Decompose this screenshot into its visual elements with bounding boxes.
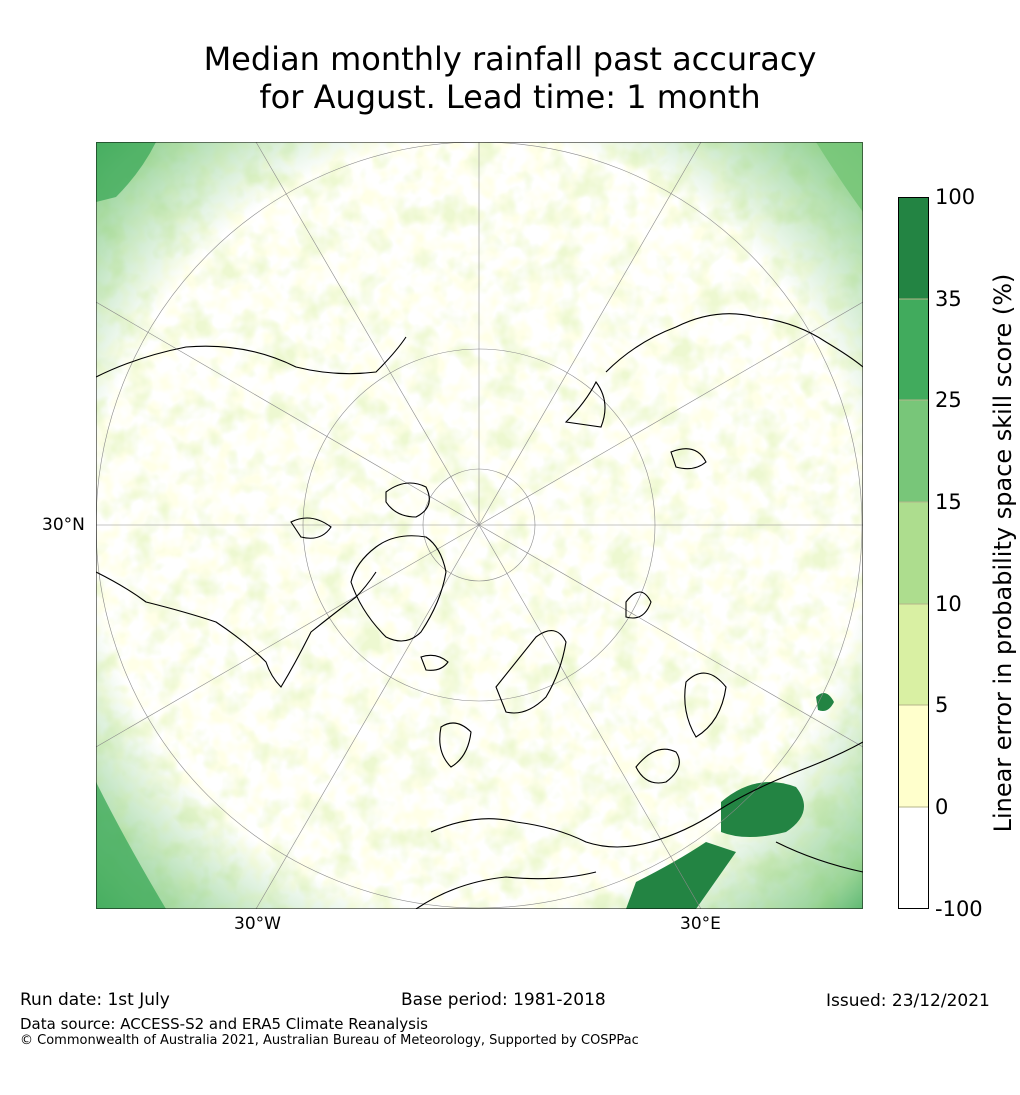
colorbar-tick-15: 15 xyxy=(935,490,962,514)
coastlines xyxy=(96,313,863,909)
gridline-label-30w: 30°W xyxy=(234,914,281,934)
edge-patch-sw xyxy=(96,782,166,909)
map-frame xyxy=(96,142,863,909)
edge-patch-ne xyxy=(816,142,863,212)
issued-date: Issued: 23/12/2021 xyxy=(826,991,990,1011)
colorbar-tick-5: 5 xyxy=(935,693,949,717)
coast-caspian xyxy=(684,672,727,738)
coast-severnaya xyxy=(564,380,606,428)
run-date: Run date: 1st July xyxy=(20,990,170,1010)
colorbar-bin-0-5 xyxy=(898,705,929,807)
high-skill-patch-east xyxy=(721,782,804,837)
colorbar-bin-neg100-0 xyxy=(898,807,929,909)
colorbar-title: Linear error in probability space skill … xyxy=(989,273,1017,833)
coast-europe-med xyxy=(430,741,863,848)
colorbar-frame xyxy=(898,197,929,909)
coast-arctic-islands-1 xyxy=(385,482,430,518)
colorbar-bin-15-25 xyxy=(898,400,929,502)
colorbar-bin-35-100 xyxy=(898,197,929,299)
coast-black-sea xyxy=(635,748,680,784)
coast-middle-east xyxy=(775,841,863,873)
colorbar-bin-25-35 xyxy=(898,299,929,400)
colorbar-dividers xyxy=(898,298,929,808)
edge-patch-nw xyxy=(96,142,156,202)
coast-north-africa xyxy=(415,871,597,909)
gridline-label-30n: 30°N xyxy=(42,515,85,535)
coast-scandinavia xyxy=(495,630,567,714)
coast-iceland xyxy=(420,654,449,671)
colorbar-tick-0: 0 xyxy=(935,795,949,819)
coast-baikal xyxy=(670,448,707,470)
colorbar-bin-5-10 xyxy=(898,604,929,705)
high-skill-patch-south xyxy=(626,842,736,909)
gridline-label-30e: 30°E xyxy=(680,914,721,934)
colorbar-swatches xyxy=(898,197,929,909)
map-canvas xyxy=(96,142,863,909)
coast-greenland xyxy=(350,535,447,642)
coast-east-siberia xyxy=(605,313,863,373)
coast-alaska-siberia xyxy=(96,336,407,378)
colorbar-bin-10-15 xyxy=(898,502,929,604)
colorbar xyxy=(898,197,929,909)
high-skill-patch-small xyxy=(816,693,834,711)
base-period: Base period: 1981-2018 xyxy=(401,990,606,1010)
polar-map xyxy=(96,142,863,909)
title-line-2: for August. Lead time: 1 month xyxy=(259,78,761,116)
data-source: Data source: ACCESS-S2 and ERA5 Climate … xyxy=(20,1015,428,1033)
copyright: © Commonwealth of Australia 2021, Austra… xyxy=(20,1033,639,1048)
coast-arctic-islands-2 xyxy=(290,517,332,539)
coast-white-sea xyxy=(625,591,652,619)
colorbar-tick-neg100: -100 xyxy=(935,897,983,921)
colorbar-tick-35: 35 xyxy=(935,287,962,311)
chart-title: Median monthly rainfall past accuracy fo… xyxy=(0,40,1020,116)
coast-north-america xyxy=(96,571,377,688)
coast-britain xyxy=(439,722,472,768)
title-line-1: Median monthly rainfall past accuracy xyxy=(203,40,817,78)
colorbar-tick-100: 100 xyxy=(935,185,976,209)
colorbar-tick-10: 10 xyxy=(935,592,962,616)
colorbar-tick-25: 25 xyxy=(935,388,962,412)
